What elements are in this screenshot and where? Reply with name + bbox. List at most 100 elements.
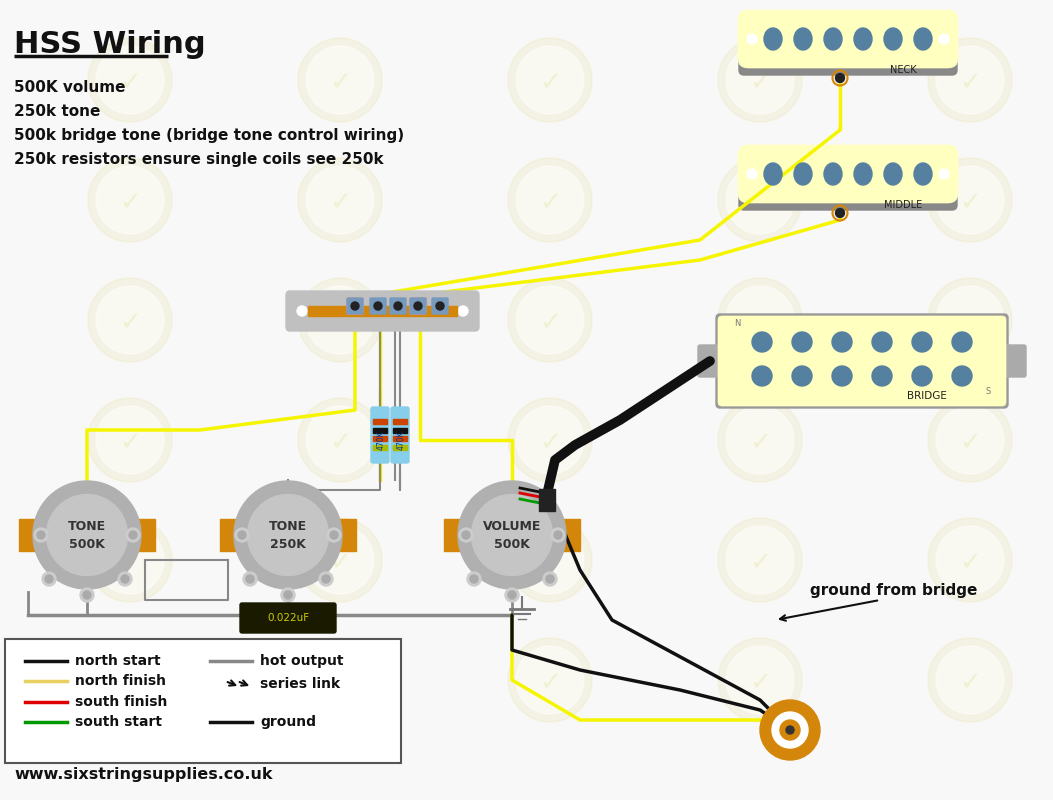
Text: TONE: TONE — [68, 521, 106, 534]
Bar — [393, 436, 408, 441]
Circle shape — [936, 166, 1004, 234]
Circle shape — [80, 588, 94, 602]
Text: ✓: ✓ — [539, 550, 561, 576]
FancyBboxPatch shape — [539, 489, 555, 511]
Circle shape — [554, 531, 562, 539]
Text: ✓: ✓ — [329, 430, 351, 456]
Ellipse shape — [885, 28, 902, 50]
Text: ✓: ✓ — [959, 310, 981, 336]
Text: ✓: ✓ — [539, 70, 561, 96]
Text: 500k bridge tone (bridge tone control wiring): 500k bridge tone (bridge tone control wi… — [14, 128, 404, 143]
Bar — [373, 428, 388, 433]
Circle shape — [928, 518, 1012, 602]
Ellipse shape — [914, 163, 932, 185]
FancyBboxPatch shape — [432, 298, 448, 314]
Circle shape — [88, 398, 172, 482]
Text: ✓: ✓ — [329, 190, 351, 216]
Bar — [393, 419, 408, 424]
Bar — [307, 306, 457, 316]
Circle shape — [466, 572, 481, 586]
Ellipse shape — [792, 366, 812, 386]
Circle shape — [508, 278, 592, 362]
Ellipse shape — [752, 332, 772, 352]
Text: 250K: 250K — [270, 538, 306, 551]
Text: ✓: ✓ — [959, 70, 981, 96]
Ellipse shape — [752, 366, 772, 386]
Circle shape — [780, 720, 800, 740]
Circle shape — [118, 572, 132, 586]
Circle shape — [726, 286, 794, 354]
Text: north start: north start — [75, 654, 161, 668]
Circle shape — [243, 572, 257, 586]
Bar — [220, 519, 240, 551]
Text: ✓: ✓ — [119, 550, 141, 576]
Ellipse shape — [764, 163, 782, 185]
Circle shape — [281, 588, 295, 602]
Circle shape — [297, 306, 307, 316]
Circle shape — [516, 286, 584, 354]
Bar — [393, 445, 408, 450]
Text: 250k resistors ensure single coils see 250k: 250k resistors ensure single coils see 2… — [14, 152, 383, 167]
Circle shape — [319, 572, 333, 586]
Ellipse shape — [247, 494, 329, 575]
Ellipse shape — [952, 332, 972, 352]
Circle shape — [436, 302, 444, 310]
Circle shape — [96, 286, 164, 354]
Circle shape — [543, 572, 557, 586]
Text: ✓: ✓ — [119, 70, 141, 96]
Bar — [393, 428, 408, 433]
Circle shape — [88, 278, 172, 362]
Text: 0.022uF: 0.022uF — [267, 613, 310, 623]
Text: ✓: ✓ — [749, 550, 771, 576]
Ellipse shape — [832, 366, 852, 386]
Ellipse shape — [794, 28, 812, 50]
Circle shape — [772, 712, 808, 748]
Ellipse shape — [234, 481, 342, 589]
Text: VOLUME: VOLUME — [483, 521, 541, 534]
Circle shape — [298, 638, 382, 722]
Text: ✓: ✓ — [539, 430, 561, 456]
Circle shape — [45, 575, 53, 583]
Text: ground: ground — [260, 715, 316, 729]
Text: 470K: 470K — [377, 430, 385, 450]
Circle shape — [928, 38, 1012, 122]
Text: ✓: ✓ — [119, 310, 141, 336]
Circle shape — [718, 38, 802, 122]
FancyBboxPatch shape — [739, 47, 957, 75]
Ellipse shape — [914, 28, 932, 50]
Text: ✓: ✓ — [959, 550, 981, 576]
Ellipse shape — [854, 28, 872, 50]
Ellipse shape — [46, 494, 127, 575]
FancyBboxPatch shape — [347, 298, 363, 314]
Bar — [373, 445, 388, 450]
Circle shape — [939, 34, 949, 44]
Circle shape — [726, 646, 794, 714]
Text: ground from bridge: ground from bridge — [810, 582, 977, 598]
Ellipse shape — [792, 332, 812, 352]
Ellipse shape — [824, 163, 842, 185]
Text: ✓: ✓ — [329, 310, 351, 336]
Text: south start: south start — [75, 715, 162, 729]
Circle shape — [306, 406, 374, 474]
Bar — [135, 519, 155, 551]
Text: TONE: TONE — [269, 521, 307, 534]
Text: MIDDLE: MIDDLE — [883, 200, 922, 210]
Circle shape — [551, 528, 565, 542]
Text: 500K: 500K — [69, 538, 105, 551]
Circle shape — [726, 46, 794, 114]
Circle shape — [298, 158, 382, 242]
Text: series link: series link — [260, 677, 340, 691]
Circle shape — [306, 46, 374, 114]
Circle shape — [306, 646, 374, 714]
Text: 250k tone: 250k tone — [14, 104, 100, 119]
Circle shape — [508, 518, 592, 602]
Circle shape — [508, 591, 516, 599]
Ellipse shape — [912, 332, 932, 352]
Bar — [19, 519, 39, 551]
Circle shape — [835, 209, 845, 218]
Circle shape — [718, 638, 802, 722]
Circle shape — [928, 158, 1012, 242]
Ellipse shape — [885, 163, 902, 185]
Circle shape — [462, 531, 470, 539]
Circle shape — [718, 278, 802, 362]
